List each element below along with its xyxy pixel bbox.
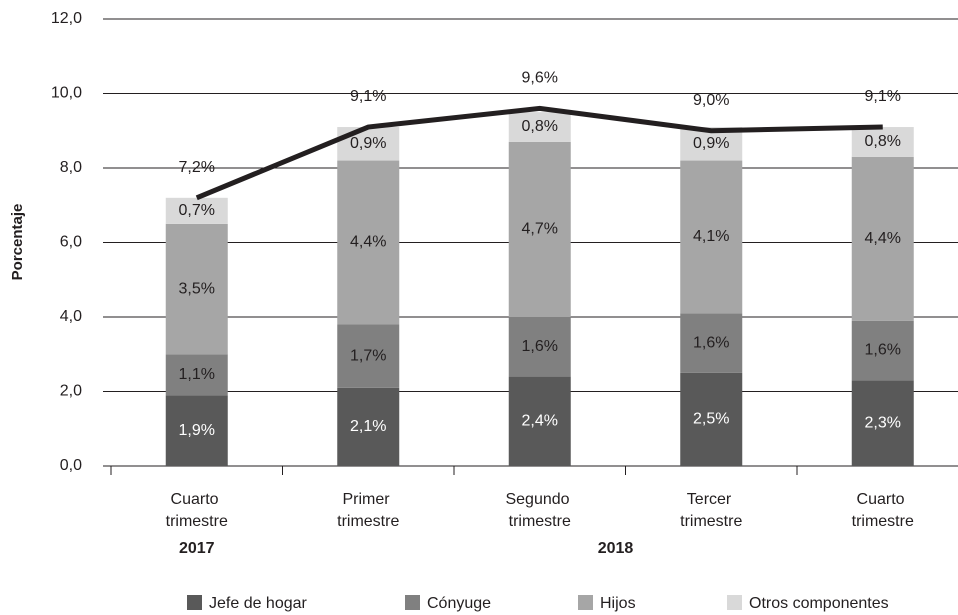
bar-value-label: 0,7% — [179, 202, 215, 219]
bar-value-label: 2,3% — [865, 414, 901, 431]
bar-value-label: 1,7% — [350, 347, 386, 364]
bar-segment — [508, 376, 571, 466]
year-label: 2017 — [179, 540, 215, 557]
legend-label: Cónyuge — [427, 595, 491, 612]
y-tick-label: 4,0 — [60, 308, 82, 325]
legend-label: Otros componentes — [749, 595, 889, 612]
bar-value-label: 2,1% — [350, 418, 386, 435]
bar-segment — [337, 127, 400, 161]
bar-value-label: 0,9% — [350, 135, 386, 152]
y-tick-label: 12,0 — [51, 10, 82, 27]
bar-value-label: 1,9% — [179, 422, 215, 439]
y-tick-label: 8,0 — [60, 159, 82, 176]
total-value-label: 9,1% — [865, 88, 901, 105]
bar-segment — [165, 197, 228, 224]
y-tick-label: 2,0 — [60, 383, 82, 400]
legend-swatch — [727, 595, 742, 610]
x-tick-label: Cuarto trimestre — [852, 491, 914, 530]
bar-value-label: 1,1% — [179, 366, 215, 383]
bar-segment — [851, 320, 914, 381]
bar-segment — [508, 112, 571, 142]
total-value-label: 9,6% — [522, 70, 558, 87]
legend-swatch — [187, 595, 202, 610]
bar-segment — [508, 141, 571, 317]
bar-value-label: 0,9% — [693, 135, 729, 152]
bar-segment — [165, 223, 228, 355]
bar-value-label: 2,5% — [693, 411, 729, 428]
x-tick-label: Segundo trimestre — [505, 491, 574, 530]
bar-segment — [165, 354, 228, 396]
y-tick-label: 0,0 — [60, 457, 82, 474]
bar-value-label: 1,6% — [522, 338, 558, 355]
total-line — [195, 105, 883, 201]
bar-segment — [337, 324, 400, 388]
bar-segment — [165, 395, 228, 466]
bar-segment — [508, 317, 571, 377]
bar-value-label: 1,6% — [693, 334, 729, 351]
legend-swatch — [405, 595, 420, 610]
legend-swatch — [578, 595, 593, 610]
y-axis-label: Porcentaje — [9, 204, 26, 281]
bar-segment — [851, 127, 914, 157]
legend-label: Jefe de hogar — [209, 595, 308, 612]
x-tick-label: Tercer trimestre — [680, 491, 742, 530]
bar-segment — [851, 156, 914, 321]
bar-segment — [680, 372, 743, 466]
bar-value-label: 1,6% — [865, 342, 901, 359]
bar-segment — [680, 160, 743, 314]
x-tick-label: Primer trimestre — [337, 491, 399, 530]
x-tick-label: Cuarto trimestre — [166, 491, 228, 530]
bar-value-label: 4,4% — [865, 230, 901, 247]
bar-value-label: 0,8% — [865, 133, 901, 150]
bar-segment — [851, 380, 914, 466]
y-tick-label: 6,0 — [60, 234, 82, 251]
bar-value-label: 4,4% — [350, 234, 386, 251]
bar-value-label: 4,7% — [522, 221, 558, 238]
legend-label: Hijos — [600, 595, 636, 612]
total-value-label: 9,1% — [350, 88, 386, 105]
bar-segment — [680, 313, 743, 373]
y-tick-label: 10,0 — [51, 85, 82, 102]
bar-segment — [337, 160, 400, 325]
bar-value-label: 3,5% — [179, 280, 215, 297]
year-label: 2018 — [598, 540, 634, 557]
bar-segment — [337, 387, 400, 466]
total-value-label: 7,2% — [179, 159, 215, 176]
bar-value-label: 0,8% — [522, 118, 558, 135]
bar-value-label: 4,1% — [693, 228, 729, 245]
bar-value-label: 2,4% — [522, 413, 558, 430]
total-value-label: 9,0% — [693, 92, 729, 109]
